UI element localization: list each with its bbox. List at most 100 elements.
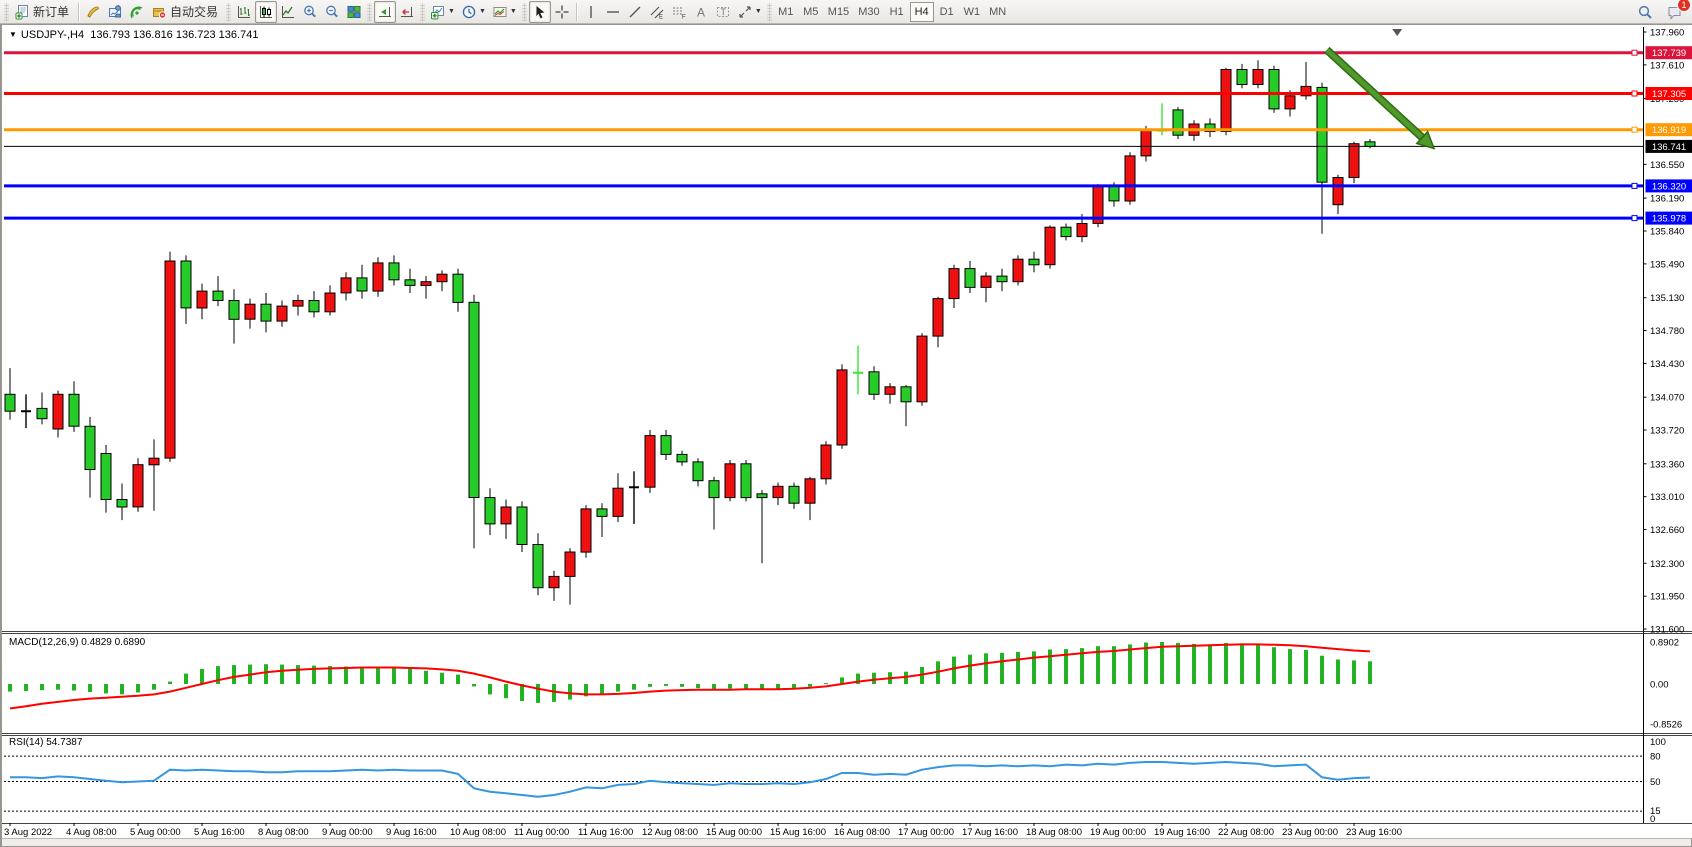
- candle: [788, 485, 800, 504]
- arrows-dropdown[interactable]: ▼: [734, 1, 765, 23]
- timeframe-H4[interactable]: H4: [909, 1, 934, 22]
- timeframe-D1[interactable]: D1: [939, 5, 954, 18]
- svg-text:5 Aug 00:00: 5 Aug 00:00: [130, 827, 181, 838]
- zoom-out-button[interactable]: [321, 1, 343, 23]
- candle: [84, 425, 96, 470]
- svg-text:9 Aug 00:00: 9 Aug 00:00: [322, 827, 373, 838]
- svg-text:E: E: [659, 14, 663, 20]
- macd-histogram-bar: [664, 684, 668, 686]
- templates-dropdown[interactable]: ▼: [489, 1, 520, 23]
- macd-histogram-bar: [952, 656, 956, 684]
- toolbar-grip[interactable]: [226, 2, 232, 21]
- notifications-button[interactable]: 1: [1663, 0, 1691, 23]
- candle: [244, 303, 256, 320]
- trend-arrow[interactable]: [1324, 46, 1436, 150]
- auto-trading-button[interactable]: 自动交易: [148, 1, 224, 23]
- chevron-down-icon: ▼: [509, 8, 517, 15]
- candle: [420, 281, 432, 287]
- macd-histogram-bar: [1304, 650, 1308, 684]
- search-button[interactable]: [1634, 1, 1657, 23]
- toolbar: 新订单 自动交易 ▼ ▼: [0, 0, 1692, 24]
- equidistant-channel-icon: E: [650, 6, 664, 20]
- strategy-tester-button[interactable]: [104, 1, 126, 23]
- macd-histogram-bar: [968, 654, 972, 684]
- macd-histogram-bar: [840, 677, 844, 684]
- toolbar-grip[interactable]: [420, 2, 426, 21]
- separator: [575, 2, 577, 21]
- macd-pane: [8, 642, 1372, 710]
- candle: [756, 493, 768, 499]
- candle: [676, 453, 688, 463]
- macd-histogram-bar: [1112, 646, 1116, 684]
- timeframe-H1[interactable]: H1: [889, 5, 904, 18]
- candle: [1172, 109, 1184, 136]
- macd-histogram-bar: [1048, 649, 1052, 684]
- macd-histogram-bar: [728, 684, 732, 689]
- chart-svg[interactable]: 137.960137.610137.250136.550136.190135.8…: [2, 25, 1692, 838]
- candlestick-chart-icon: [260, 5, 273, 18]
- macd-histogram-bar: [200, 668, 204, 684]
- candle: [1316, 86, 1328, 183]
- svg-text:15 Aug 00:00: 15 Aug 00:00: [706, 827, 762, 838]
- bar-chart-button[interactable]: [233, 1, 255, 23]
- macd-histogram-bar: [456, 674, 460, 684]
- macd-histogram-bar: [376, 667, 380, 684]
- toolbar-grip[interactable]: [367, 2, 373, 21]
- new-order-button[interactable]: 新订单: [11, 1, 75, 23]
- timeframe-M30[interactable]: M30: [858, 5, 880, 18]
- macd-histogram-bar: [760, 684, 764, 690]
- price-axis[interactable]: 137.960137.610137.250136.550136.190135.8…: [1643, 27, 1692, 825]
- text-label-button[interactable]: T: [712, 1, 734, 23]
- timeframe-MN[interactable]: MN: [989, 5, 1007, 18]
- zoom-in-button[interactable]: [299, 1, 321, 23]
- timeframe-M1[interactable]: M1: [778, 5, 794, 18]
- vertical-line-button[interactable]: [580, 1, 602, 23]
- timeframe-W1[interactable]: W1: [963, 5, 981, 18]
- svg-text:17 Aug 00:00: 17 Aug 00:00: [898, 827, 954, 838]
- tile-windows-button[interactable]: [343, 1, 365, 23]
- time-axis[interactable]: 3 Aug 2022 4 Aug 08:00 5 Aug 00:00 5 Aug 16…: [4, 823, 1402, 838]
- chart-window[interactable]: 137.960137.610137.250136.550136.190135.8…: [0, 24, 1692, 847]
- chart-shift-marker[interactable]: [1392, 29, 1403, 36]
- cursor-button[interactable]: [528, 0, 551, 23]
- svg-text:22 Aug 08:00: 22 Aug 08:00: [1218, 827, 1274, 838]
- svg-text:-0.8526: -0.8526: [1650, 720, 1682, 731]
- auto-trading-label: 自动交易: [170, 5, 219, 19]
- crosshair-button[interactable]: [551, 1, 573, 23]
- timeframe-M15[interactable]: M15: [827, 5, 850, 18]
- candle: [1124, 155, 1136, 202]
- chart-shift-button[interactable]: [396, 1, 418, 23]
- metaeditor-button[interactable]: [82, 1, 104, 23]
- macd-histogram-bar: [24, 684, 28, 692]
- line-chart-button[interactable]: [277, 1, 299, 23]
- macd-histogram-bar: [808, 684, 812, 687]
- candlestick-chart-button[interactable]: [255, 0, 278, 23]
- equidistant-channel-button[interactable]: E: [646, 1, 668, 23]
- toolbar-grip[interactable]: [521, 2, 527, 21]
- auto-scroll-icon: [379, 6, 392, 17]
- candle: [548, 575, 560, 589]
- macd-histogram-bar: [1144, 642, 1148, 684]
- horizontal-line-button[interactable]: [602, 1, 624, 23]
- macd-histogram-bar: [1096, 646, 1100, 684]
- periods-dropdown[interactable]: ▼: [458, 1, 489, 23]
- toolbar-grip[interactable]: [766, 2, 772, 21]
- auto-scroll-button[interactable]: [374, 0, 397, 23]
- text-button[interactable]: A: [690, 1, 712, 23]
- svg-text:137.960: 137.960: [1650, 28, 1684, 39]
- toolbar-grip[interactable]: [4, 2, 9, 21]
- signals-button[interactable]: [126, 1, 148, 23]
- horizontal-lines[interactable]: [4, 49, 1644, 222]
- timeframe-M5[interactable]: M5: [803, 5, 819, 18]
- strategy-tester-icon: [109, 4, 122, 17]
- new-chart-dropdown[interactable]: ▼: [427, 1, 458, 23]
- price-label-box: [1645, 87, 1692, 100]
- trendline-button[interactable]: [624, 1, 646, 23]
- svg-text:136.741: 136.741: [1652, 142, 1686, 153]
- notification-badge: 1: [1677, 0, 1691, 12]
- separator: [78, 2, 80, 21]
- svg-text:18 Aug 08:00: 18 Aug 08:00: [1026, 827, 1082, 838]
- fibonacci-button[interactable]: F: [668, 1, 690, 23]
- macd-histogram-bar: [1064, 649, 1068, 684]
- bar-chart-icon: [238, 5, 251, 18]
